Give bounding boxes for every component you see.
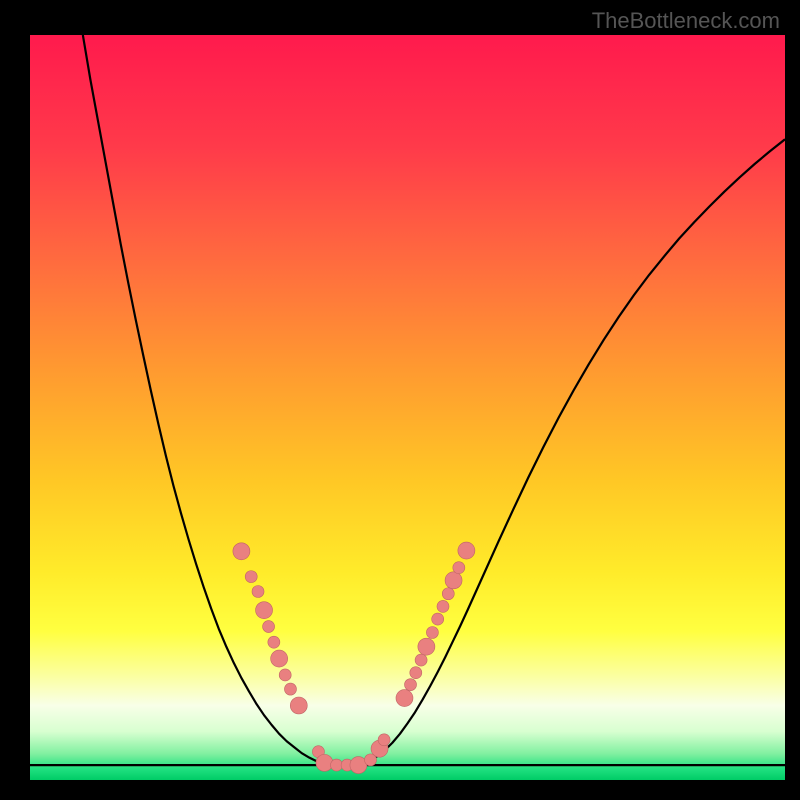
data-marker [445, 572, 462, 589]
data-marker [378, 734, 390, 746]
data-marker [252, 586, 264, 598]
data-marker [437, 600, 449, 612]
data-marker [405, 679, 417, 691]
data-marker [233, 543, 250, 560]
data-marker [410, 667, 422, 679]
data-marker [331, 759, 343, 771]
data-marker [426, 626, 438, 638]
chart-svg [30, 35, 785, 780]
bottleneck-chart [30, 35, 785, 780]
data-marker [256, 602, 273, 619]
data-marker [415, 654, 427, 666]
watermark-text: TheBottleneck.com [592, 8, 780, 34]
data-marker [418, 638, 435, 655]
data-marker [279, 669, 291, 681]
data-marker [458, 542, 475, 559]
data-marker [316, 754, 333, 771]
data-marker [245, 571, 257, 583]
data-marker [271, 650, 288, 667]
data-marker [268, 636, 280, 648]
data-marker [432, 613, 444, 625]
data-marker [290, 697, 307, 714]
chart-background [30, 35, 785, 780]
data-marker [263, 621, 275, 633]
data-marker [284, 683, 296, 695]
data-marker [442, 588, 454, 600]
data-marker [453, 562, 465, 574]
data-marker [396, 690, 413, 707]
